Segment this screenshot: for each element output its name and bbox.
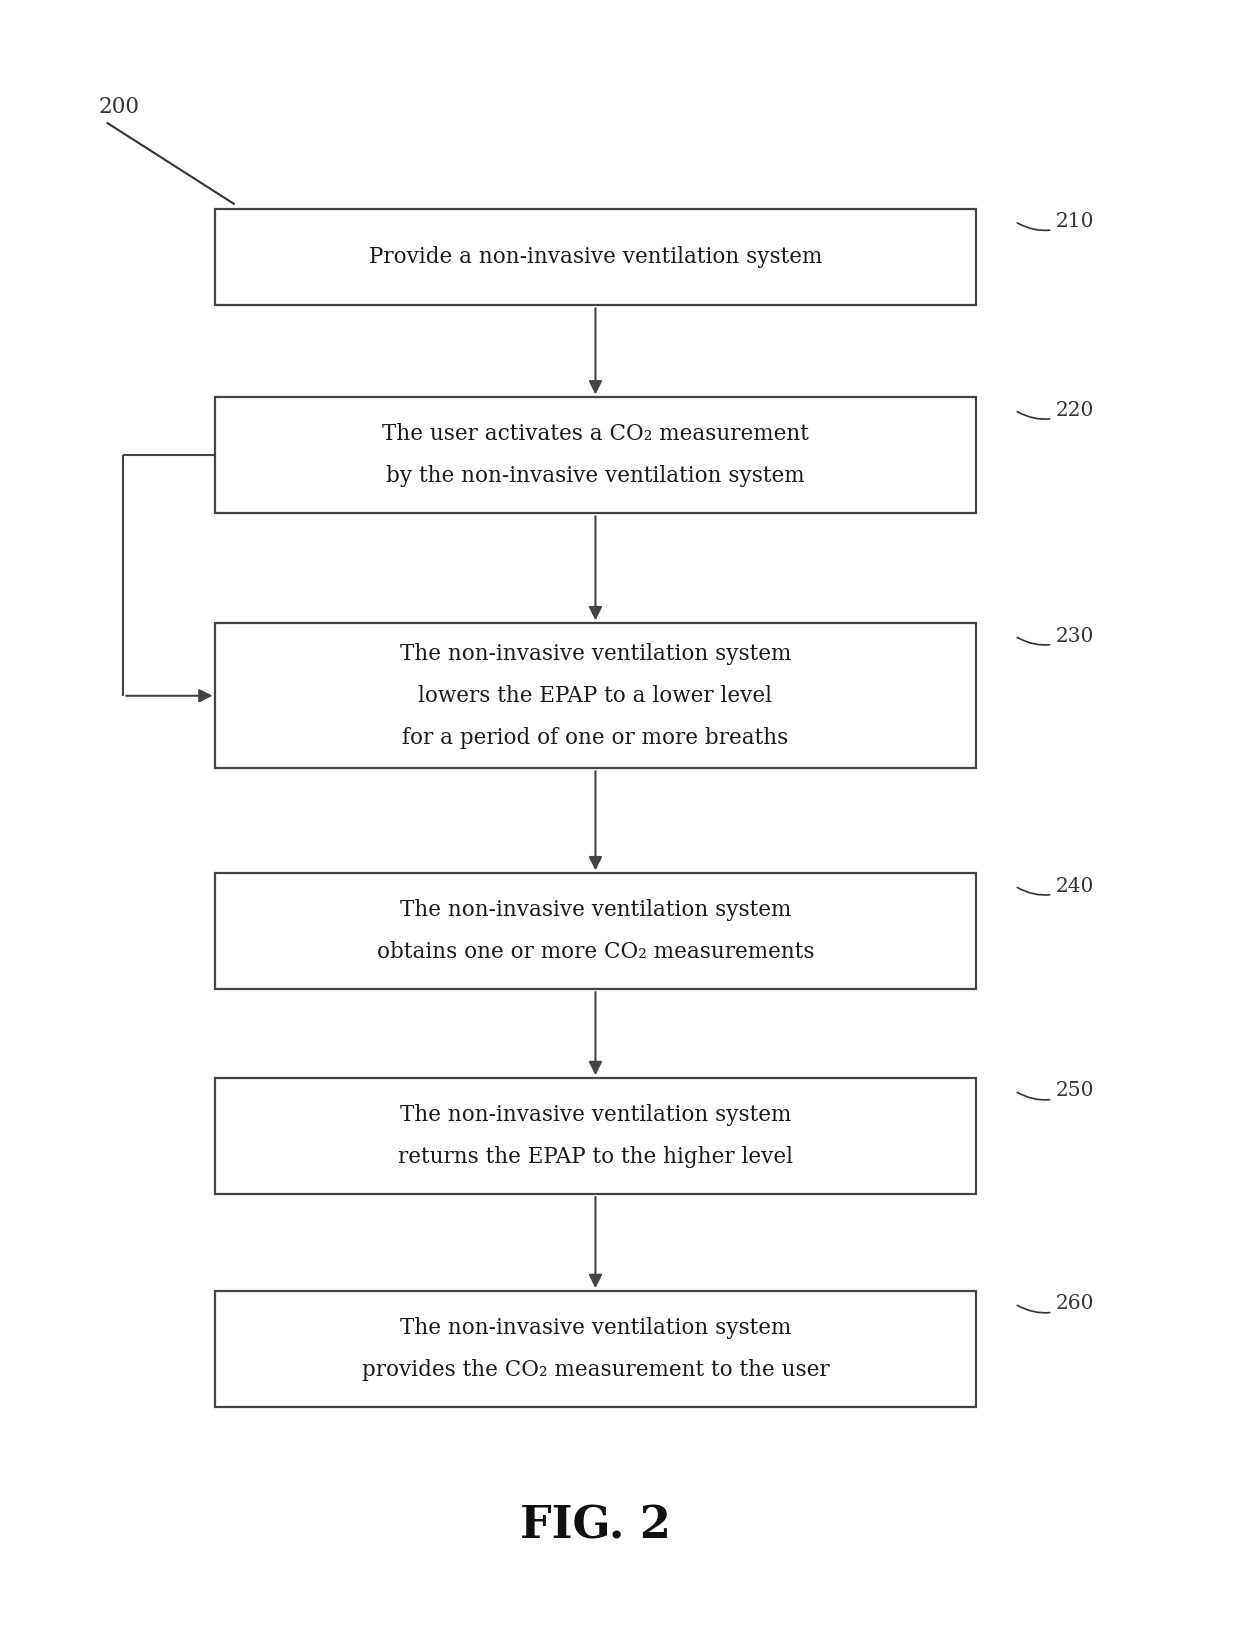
Text: 200: 200 <box>99 96 140 117</box>
Text: returns the EPAP to the higher level: returns the EPAP to the higher level <box>398 1145 792 1168</box>
FancyBboxPatch shape <box>216 397 976 514</box>
Text: Provide a non-invasive ventilation system: Provide a non-invasive ventilation syste… <box>368 246 822 268</box>
Text: for a period of one or more breaths: for a period of one or more breaths <box>402 727 789 748</box>
Text: 240: 240 <box>1017 877 1094 895</box>
Text: 210: 210 <box>1017 212 1094 231</box>
FancyBboxPatch shape <box>216 1290 976 1407</box>
Text: 260: 260 <box>1017 1295 1094 1313</box>
Text: FIG. 2: FIG. 2 <box>520 1505 671 1547</box>
Text: provides the CO₂ measurement to the user: provides the CO₂ measurement to the user <box>362 1359 830 1381</box>
Text: The non-invasive ventilation system: The non-invasive ventilation system <box>399 643 791 665</box>
Text: The user activates a CO₂ measurement: The user activates a CO₂ measurement <box>382 423 808 446</box>
FancyBboxPatch shape <box>216 623 976 768</box>
Text: by the non-invasive ventilation system: by the non-invasive ventilation system <box>386 465 805 488</box>
Text: 250: 250 <box>1017 1082 1094 1100</box>
Text: 230: 230 <box>1017 626 1094 646</box>
Text: 220: 220 <box>1017 400 1094 420</box>
Text: The non-invasive ventilation system: The non-invasive ventilation system <box>399 1105 791 1126</box>
FancyBboxPatch shape <box>216 874 976 989</box>
FancyBboxPatch shape <box>216 1079 976 1194</box>
Text: The non-invasive ventilation system: The non-invasive ventilation system <box>399 1318 791 1339</box>
Text: The non-invasive ventilation system: The non-invasive ventilation system <box>399 900 791 921</box>
Text: lowers the EPAP to a lower level: lowers the EPAP to a lower level <box>418 685 773 706</box>
FancyBboxPatch shape <box>216 208 976 306</box>
Text: obtains one or more CO₂ measurements: obtains one or more CO₂ measurements <box>377 942 815 963</box>
